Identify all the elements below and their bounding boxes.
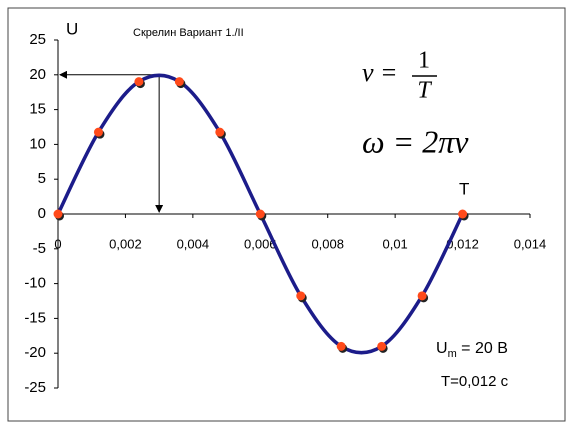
data-point [458,209,468,219]
data-point [174,77,184,87]
y-axis-label: U [66,19,78,38]
y-tick-label: 20 [29,66,46,83]
y-tick-label: -20 [24,344,46,361]
y-tick-label: 10 [29,135,46,152]
y-tick-label: 5 [38,170,46,187]
data-point [417,291,427,301]
y-tick-label: 15 [29,101,46,118]
data-point [255,209,265,219]
y-tick-label: 0 [38,205,46,222]
data-point [134,77,144,87]
y-tick-label: -5 [33,240,46,257]
y-tick-label: -10 [24,275,46,292]
data-point [93,127,103,137]
amplitude-note: Um = 20 В [436,340,508,360]
formula-denominator: T [417,78,432,104]
y-tick-label: 25 [29,31,46,48]
data-point [377,341,387,351]
formula-numerator: 1 [418,48,430,74]
data-point [296,291,306,301]
x-tick-label: 0,006 [244,236,277,251]
chart-title: Скрелин Вариант 1./II [133,27,244,39]
y-tick-label: -15 [24,309,46,326]
x-tick-label: 0,01 [382,236,407,251]
period-label: T [459,179,469,198]
x-tick-label: 0,002 [109,236,142,251]
data-point [53,209,63,219]
formula-angular: ω = 2πν [362,123,469,159]
data-point [336,341,346,351]
amplitude-rest: = 20 В [457,340,508,357]
amplitude-subscript: m [448,348,457,360]
data-point [215,127,225,137]
period-note: T=0,012 с [441,373,509,390]
x-tick-label: 0,012 [446,236,479,251]
formula-lhs: ν = [362,58,398,87]
amplitude-symbol: U [436,340,448,357]
y-tick-label: -25 [24,379,46,396]
x-tick-label: 0 [54,236,61,251]
x-tick-label: 0,008 [311,236,344,251]
x-tick-label: 0,004 [177,236,210,251]
x-tick-label: 0,014 [514,236,547,251]
